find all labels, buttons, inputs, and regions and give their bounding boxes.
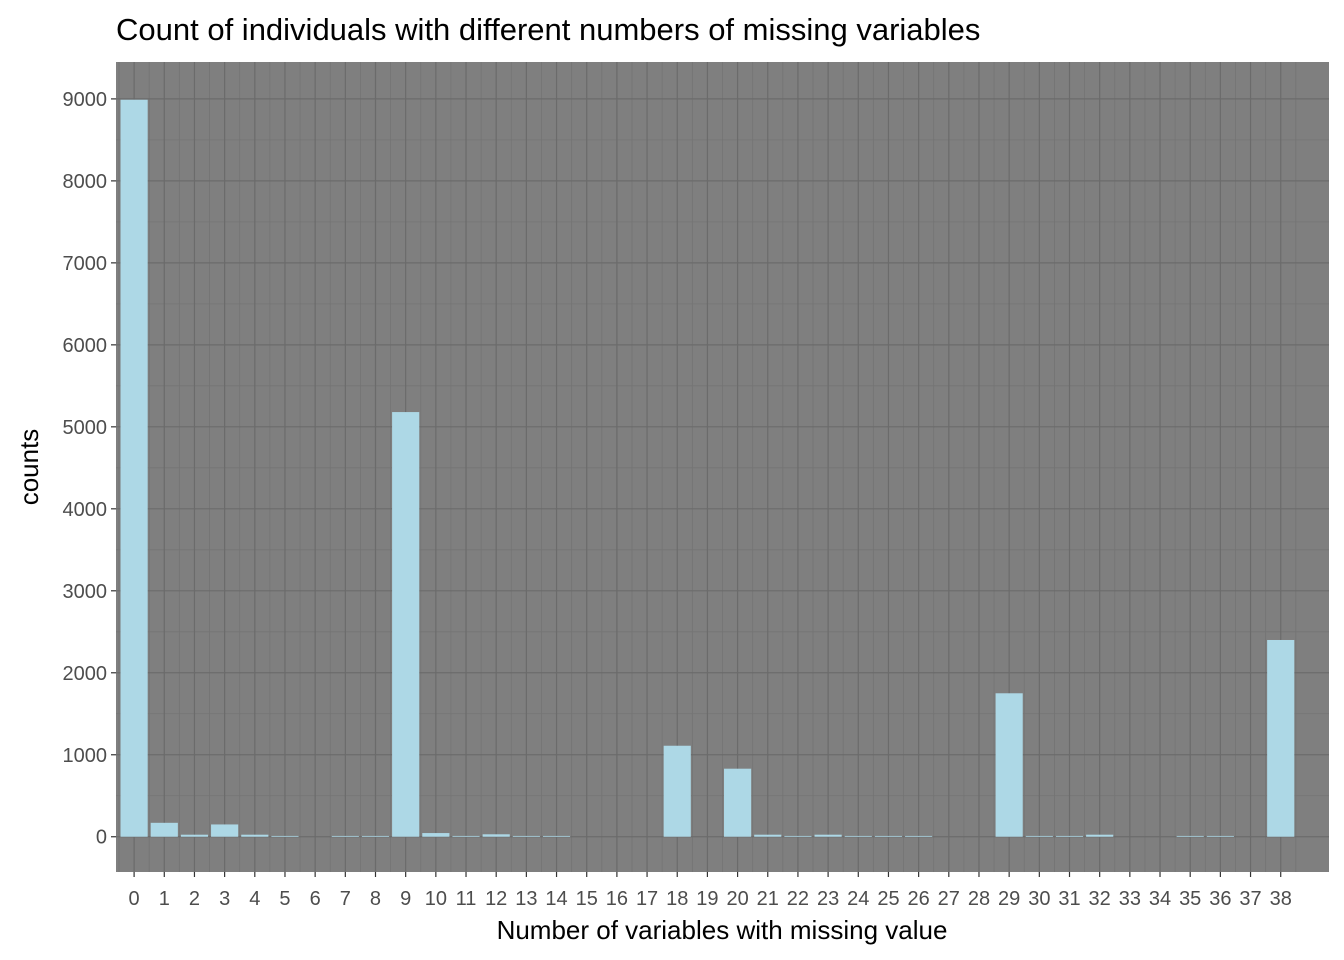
x-tick-label: 10 xyxy=(425,888,447,910)
bar-35 xyxy=(1176,835,1204,837)
bar-7 xyxy=(331,835,359,837)
bar-36 xyxy=(1206,835,1234,837)
x-tick-label: 8 xyxy=(370,888,381,910)
bar-18 xyxy=(663,745,691,837)
x-tick-label: 26 xyxy=(908,888,930,910)
y-tick-label: 1000 xyxy=(63,745,108,767)
bar-30 xyxy=(1025,835,1053,837)
bar-20 xyxy=(724,768,752,837)
x-tick-label: 1 xyxy=(159,888,170,910)
bar-8 xyxy=(361,835,390,837)
chart-title: Count of individuals with different numb… xyxy=(116,12,980,47)
bar-4 xyxy=(241,834,269,837)
x-tick-label: 32 xyxy=(1089,888,1111,910)
bar-12 xyxy=(482,834,510,837)
x-tick-label: 15 xyxy=(576,888,598,910)
x-tick-label: 2 xyxy=(189,888,200,910)
bar-5 xyxy=(271,835,299,837)
bar-10 xyxy=(422,833,450,837)
x-tick-label: 20 xyxy=(726,888,748,910)
bar-0 xyxy=(120,99,148,837)
x-tick-label: 23 xyxy=(817,888,839,910)
y-tick-label: 9000 xyxy=(63,89,108,111)
bar-23 xyxy=(814,834,842,837)
bar-31 xyxy=(1055,835,1084,837)
bars xyxy=(120,99,1295,837)
bar-1 xyxy=(150,822,178,837)
x-tick-label: 33 xyxy=(1119,888,1141,910)
bar-13 xyxy=(512,835,540,837)
x-tick-label: 11 xyxy=(456,888,477,910)
bar-24 xyxy=(844,835,872,837)
x-tick-label: 12 xyxy=(485,888,507,910)
bar-9 xyxy=(392,412,420,837)
x-tick-label: 21 xyxy=(757,888,779,910)
x-tick-label: 9 xyxy=(400,888,411,910)
x-tick-label: 25 xyxy=(877,888,899,910)
x-tick-label: 31 xyxy=(1058,888,1080,910)
x-tick-label: 36 xyxy=(1209,888,1231,910)
bar-25 xyxy=(874,835,903,837)
x-tick-label: 14 xyxy=(545,888,567,910)
y-tick-label: 7000 xyxy=(63,253,108,275)
bar-22 xyxy=(784,835,812,837)
bar-3 xyxy=(211,824,239,837)
x-axis-title: Number of variables with missing value xyxy=(497,915,948,945)
x-tick-label: 37 xyxy=(1239,888,1261,910)
x-tick-label: 19 xyxy=(696,888,718,910)
y-tick-label: 0 xyxy=(96,827,107,849)
x-tick-label: 17 xyxy=(636,888,658,910)
bar-29 xyxy=(995,693,1023,837)
x-tick-label: 27 xyxy=(938,888,960,910)
bar-38 xyxy=(1267,639,1295,837)
x-tick-label: 6 xyxy=(310,888,321,910)
y-tick-label: 3000 xyxy=(63,581,108,603)
x-tick-label: 22 xyxy=(787,888,809,910)
x-tick-label: 34 xyxy=(1149,888,1171,910)
bar-21 xyxy=(754,834,782,837)
x-tick-label: 24 xyxy=(847,888,869,910)
x-tick-label: 13 xyxy=(515,888,537,910)
x-tick-label: 7 xyxy=(340,888,351,910)
x-tick-label: 16 xyxy=(606,888,628,910)
bar-11 xyxy=(452,835,480,837)
y-tick-label: 2000 xyxy=(63,663,108,685)
x-tick-label: 35 xyxy=(1179,888,1201,910)
x-tick-label: 29 xyxy=(998,888,1020,910)
y-tick-label: 5000 xyxy=(63,417,108,439)
y-axis-ticks: 0 1000 2000 3000 4000 5000 6000 7000 8000 9000 xyxy=(63,89,116,849)
x-tick-label: 30 xyxy=(1028,888,1050,910)
y-tick-label: 4000 xyxy=(63,499,108,521)
x-tick-label: 4 xyxy=(249,888,260,910)
x-tick-label: 38 xyxy=(1270,888,1292,910)
x-axis-ticks: 0 1 2 3 4 5 6 7 8 9 10 11 12 13 14 15 16 17 18 19 20 21 22 23 24… xyxy=(129,872,1292,910)
y-tick-label: 8000 xyxy=(63,171,108,193)
x-tick-label: 0 xyxy=(129,888,140,910)
major-gridlines xyxy=(116,62,1329,872)
x-tick-label: 3 xyxy=(219,888,230,910)
y-tick-label: 6000 xyxy=(63,335,108,357)
x-tick-label: 28 xyxy=(968,888,990,910)
bar-32 xyxy=(1086,834,1114,837)
bar-2 xyxy=(180,834,209,837)
bar-26 xyxy=(905,835,933,837)
minor-gridlines xyxy=(116,62,1329,872)
x-tick-label: 5 xyxy=(279,888,290,910)
bar-14 xyxy=(542,835,571,837)
x-tick-label: 18 xyxy=(666,888,688,910)
y-axis-title: counts xyxy=(14,429,44,506)
